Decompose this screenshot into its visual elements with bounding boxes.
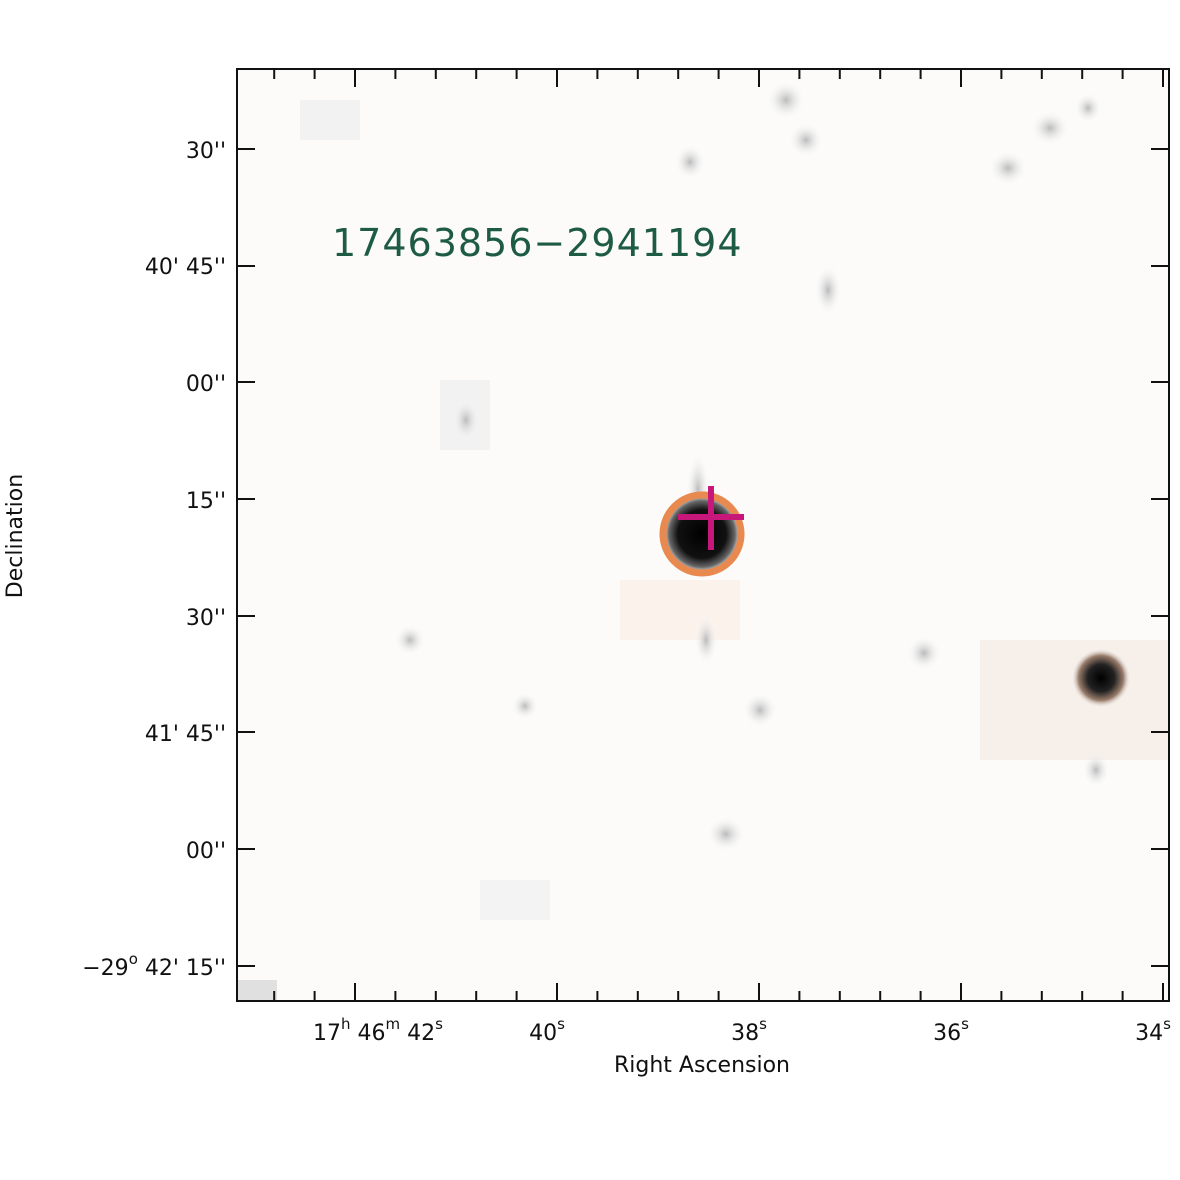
dec-tick-label: −29o 42' 15'' [82, 950, 226, 981]
faint-star [988, 150, 1028, 186]
dec-tick-label: 00'' [186, 839, 226, 864]
dec-tick-label: 30'' [186, 139, 226, 164]
faint-star [788, 122, 824, 158]
faint-star [511, 692, 539, 720]
x-axis-label: Right Ascension [614, 1053, 790, 1078]
dec-tick-label: 30'' [186, 606, 226, 631]
faint-star [1030, 110, 1070, 146]
faint-star [452, 398, 480, 442]
faint-star [814, 264, 842, 316]
dec-tick-labels: 30'' 40' 45'' 00'' 15'' 30'' 41' 45'' 00… [82, 139, 226, 981]
bright-star [1071, 648, 1131, 708]
ra-tick-label: 36s [933, 1015, 969, 1046]
position-cross-marker [678, 486, 744, 550]
dec-tick-label: 00'' [186, 372, 226, 397]
sky-image [237, 69, 1169, 1001]
faint-star [394, 624, 426, 656]
faint-star [1082, 752, 1110, 788]
dec-tick-label: 41' 45'' [145, 722, 226, 747]
faint-star [742, 692, 778, 728]
faint-star [906, 635, 942, 671]
ra-tick-label: 17h 46m 42s [313, 1015, 443, 1046]
ra-tick-label: 34s [1135, 1015, 1171, 1046]
source-label: 17463856−2941194 [332, 221, 743, 265]
dec-tick-label: 40' 45'' [145, 255, 226, 280]
target-star [658, 490, 746, 578]
y-axis-label: Declination [3, 474, 28, 598]
source-circle-marker [659, 491, 745, 577]
axis-ticks [237, 69, 1169, 1001]
dec-tick-label: 15'' [186, 489, 226, 514]
plot-frame [236, 68, 1170, 1002]
faint-star [694, 614, 718, 666]
faint-star [674, 144, 706, 180]
ra-tick-labels: 17h 46m 42s 40s 38s 36s 34s [313, 1015, 1171, 1046]
ra-tick-label: 40s [529, 1015, 565, 1046]
faint-star [766, 80, 806, 120]
faint-star [706, 816, 746, 852]
faint-star [1074, 92, 1102, 124]
ra-tick-label: 38s [731, 1015, 767, 1046]
